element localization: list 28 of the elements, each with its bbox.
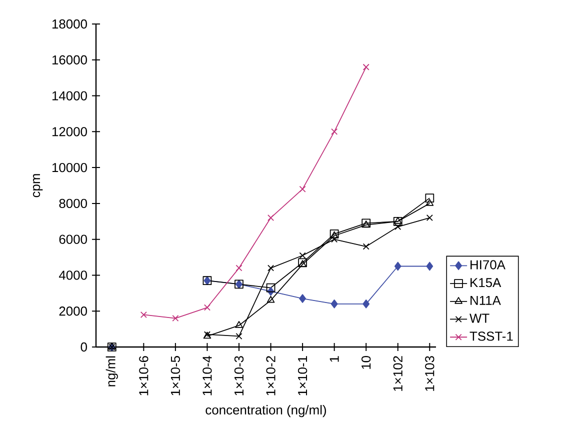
x-tick-label: 1×10-5	[170, 356, 180, 396]
y-tick-label: 0	[80, 342, 87, 352]
x-tick-label: 10	[362, 356, 371, 369]
x-tick-label: 1×10-6	[139, 356, 148, 396]
legend-label: N11A	[470, 296, 501, 305]
x-tick-label: 1×10-2	[266, 356, 276, 396]
y-tick-label: 16000	[52, 55, 87, 64]
x-axis-title: concentration (ng/ml)	[206, 405, 326, 418]
y-tick-label: 10000	[52, 162, 87, 172]
y-tick-label: 4000	[58, 270, 87, 280]
x-tick-label: 1×10-1	[298, 356, 308, 396]
x-tick-label: ng/ml	[106, 356, 118, 386]
y-tick-label: 12000	[52, 127, 87, 136]
legend-label: TSST-1	[470, 332, 513, 341]
y-tick-label: 8000	[59, 198, 87, 208]
x-tick-label: 1×103	[425, 356, 434, 391]
legend-label: K15A	[470, 278, 502, 288]
legend-label: HI70A	[470, 260, 506, 270]
y-tick-label: 14000	[52, 91, 87, 100]
x-tick-label: 1	[330, 356, 339, 362]
y-tick-label: 2000	[59, 306, 87, 316]
x-tick-label: 1×10-3	[234, 356, 244, 396]
x-tick-label: 1×102	[393, 356, 402, 391]
y-tick-label: 18000	[52, 19, 87, 29]
x-tick-label: 1×10-4	[202, 356, 212, 396]
y-tick-label: 6000	[59, 234, 87, 244]
legend-label: WT	[470, 314, 490, 323]
y-axis-title: cpm	[32, 174, 43, 198]
